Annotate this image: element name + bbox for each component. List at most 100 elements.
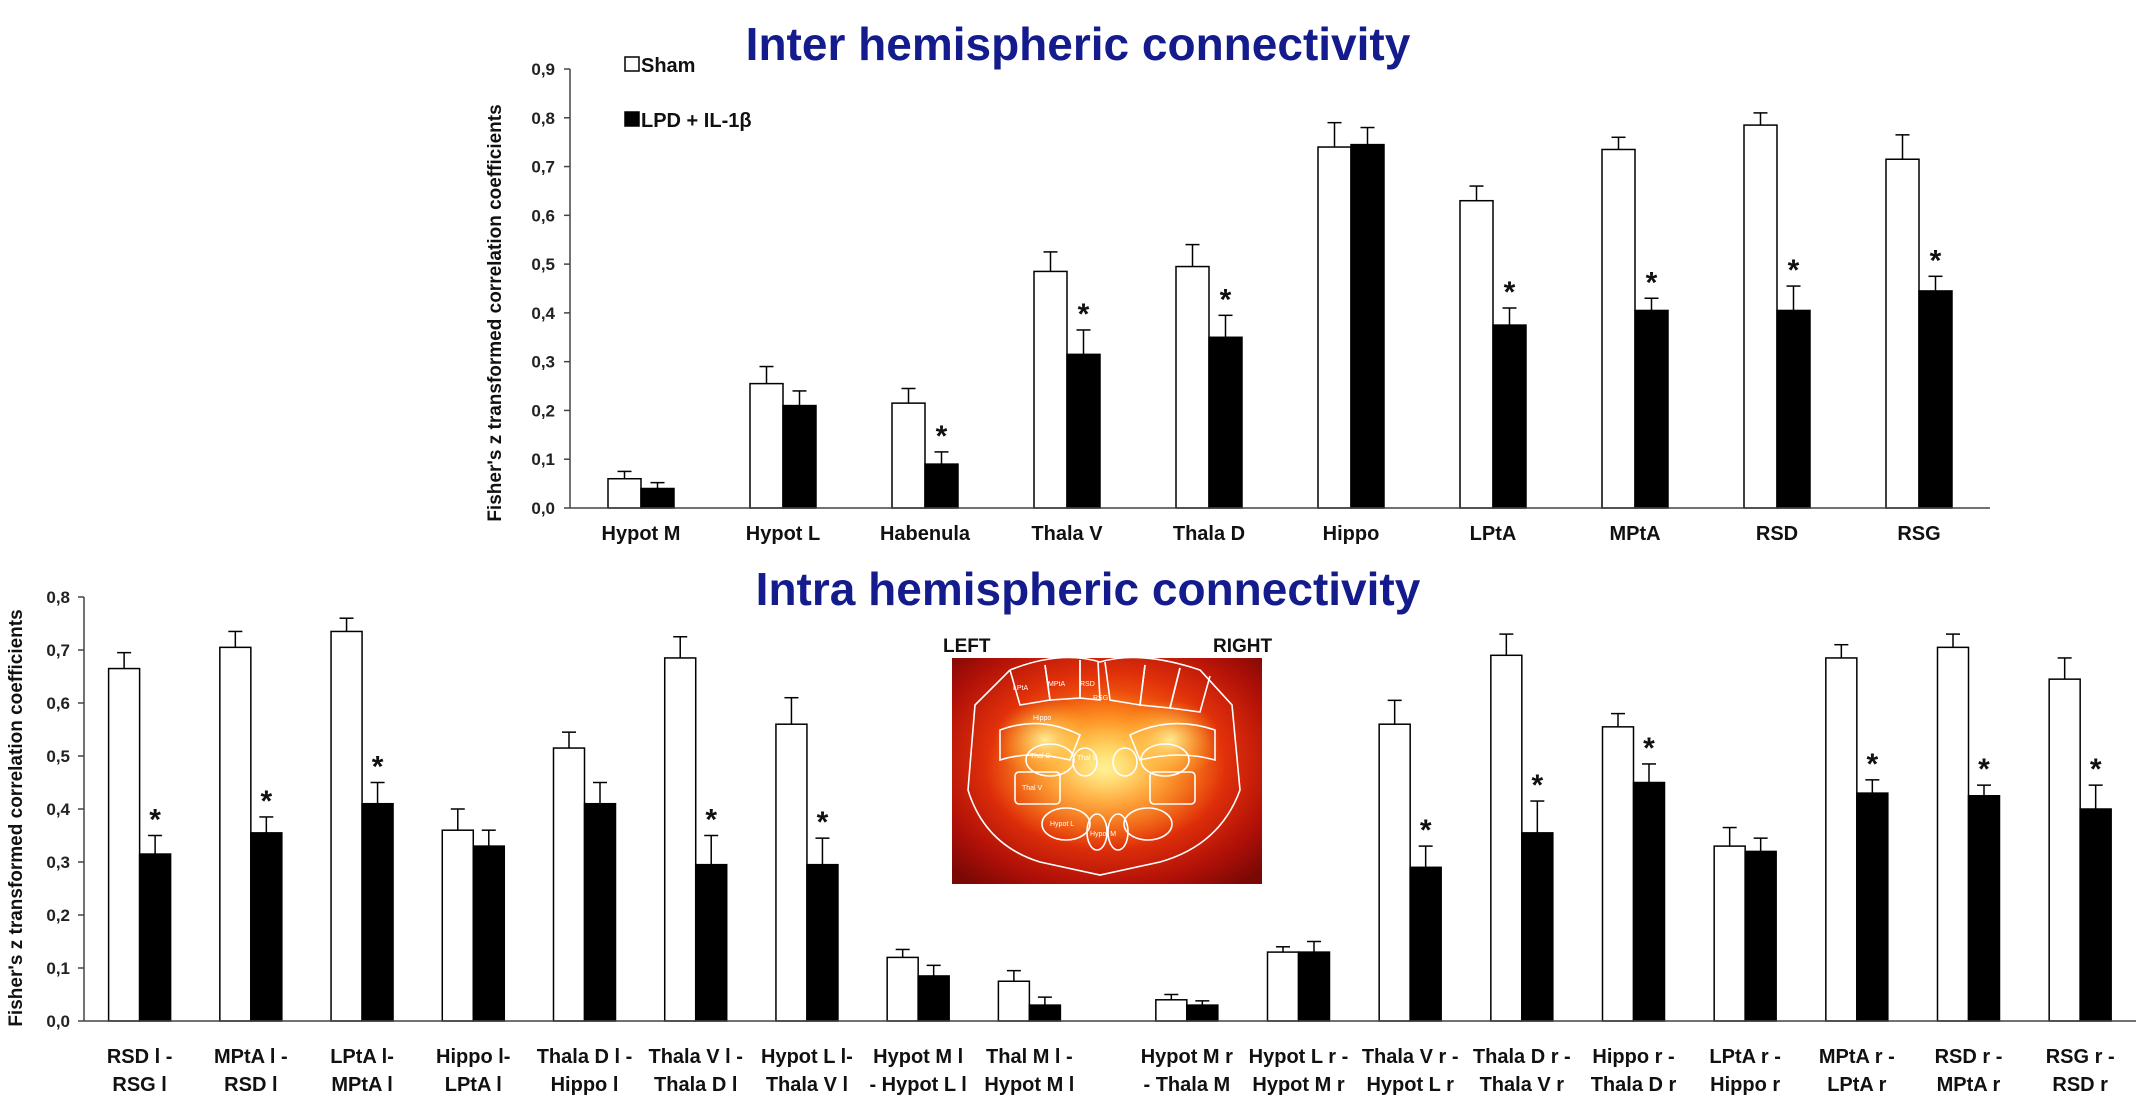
bar-sham xyxy=(886,956,919,1022)
y-tick-label: 0,6 xyxy=(46,694,70,713)
category-label: Hippo l- xyxy=(436,1046,510,1068)
bar-lpd xyxy=(924,463,959,509)
bar-sham xyxy=(749,382,784,509)
significance-star: * xyxy=(1930,244,1942,277)
category-label: Thala D r xyxy=(1591,1074,1677,1096)
category-label: RSD r - xyxy=(1935,1046,2003,1068)
bar-sham xyxy=(1266,951,1300,1022)
roi-label: Hippo xyxy=(1033,715,1051,722)
bar-lpd xyxy=(1776,309,1811,509)
category-label: Thala V xyxy=(1031,523,1103,545)
category-label: Hypot M r xyxy=(1252,1074,1344,1096)
significance-star: * xyxy=(817,806,829,839)
bar-sham xyxy=(1175,265,1210,509)
bar-sham xyxy=(1743,124,1778,509)
category-label: RSG xyxy=(1897,523,1940,545)
bar-sham xyxy=(607,477,642,509)
bar-sham xyxy=(2048,678,2081,1022)
category-label: MPtA l xyxy=(331,1074,392,1096)
bar-sham xyxy=(219,646,252,1022)
category-label: Thala D l - xyxy=(537,1046,633,1068)
bar-sham xyxy=(1459,199,1494,509)
category-label: Hypot M r xyxy=(1141,1046,1233,1068)
bar-lpd xyxy=(917,975,950,1022)
category-label: Hypot L l- xyxy=(761,1046,853,1068)
bar-lpd xyxy=(1186,1004,1219,1022)
bar-sham xyxy=(1033,270,1068,509)
bar-sham xyxy=(1885,158,1920,509)
category-label: LPtA l- xyxy=(330,1046,394,1068)
category-label: Hippo l xyxy=(551,1074,619,1096)
bar-lpd xyxy=(138,853,172,1022)
significance-star: * xyxy=(149,804,161,837)
category-label: RSD r xyxy=(2052,1074,2108,1096)
inter-hemispheric-chart: Inter hemispheric connectivity Fisher's … xyxy=(485,18,1990,545)
y-tick-label: 0,9 xyxy=(531,60,555,79)
roi-label: RSG xyxy=(1093,695,1108,702)
category-label: MPtA r - xyxy=(1819,1046,1895,1068)
bar-lpd xyxy=(2079,808,2112,1022)
significance-star: * xyxy=(372,751,384,784)
bar-lpd xyxy=(1744,850,1777,1022)
significance-star: * xyxy=(1420,814,1432,847)
bar-sham xyxy=(1317,146,1352,509)
bar-lpd xyxy=(250,832,283,1022)
category-label: Thala D xyxy=(1173,523,1245,545)
category-label: Thala V l xyxy=(766,1074,848,1096)
y-tick-label: 0,1 xyxy=(531,450,555,469)
category-label: RSD l - xyxy=(107,1046,173,1068)
bar-lpd xyxy=(640,487,675,509)
category-label: LPtA l xyxy=(445,1074,502,1096)
chart-title: Inter hemispheric connectivity xyxy=(746,18,1411,70)
bar-lpd xyxy=(1521,832,1554,1022)
roi-label: Thal D xyxy=(1030,753,1051,760)
category-label: Thala V r xyxy=(1480,1074,1565,1096)
category-label: Hippo xyxy=(1323,523,1380,545)
legend-label-sham: Sham xyxy=(641,55,695,77)
category-label: LPtA r xyxy=(1827,1074,1886,1096)
brain-atlas-image: LEFT RIGHT LPtA xyxy=(943,636,1273,884)
bar-sham xyxy=(1601,726,1635,1022)
y-tick-label: 0,2 xyxy=(46,906,70,925)
category-label: RSG r - xyxy=(2046,1046,2115,1068)
y-axis-label: Fisher's z transformed correlation coeff… xyxy=(485,104,506,521)
category-label: LPtA r - xyxy=(1709,1046,1780,1068)
category-label: MPtA l - xyxy=(214,1046,288,1068)
y-tick-label: 0,3 xyxy=(531,353,555,372)
bar-lpd xyxy=(1632,781,1666,1022)
category-label: RSD xyxy=(1756,523,1798,545)
bar-lpd xyxy=(1967,795,2001,1022)
category-label: Hypot L r - xyxy=(1249,1046,1349,1068)
bar-lpd xyxy=(1856,792,1889,1022)
category-label: - Hypot L l xyxy=(869,1074,966,1096)
brain-header-band xyxy=(1009,636,1234,656)
category-label: MPtA xyxy=(1609,523,1660,545)
legend-label-lpd: LPD + IL-1β xyxy=(641,110,752,132)
y-tick-label: 0,0 xyxy=(531,499,555,518)
y-tick-label: 0,2 xyxy=(531,401,555,420)
brain-roi-labels: LPtA MPtA RSD RSG Hippo Thal D Thal V Th… xyxy=(1013,681,1116,838)
bar-lpd xyxy=(1350,143,1385,509)
category-label: Thala D r - xyxy=(1473,1046,1571,1068)
significance-star: * xyxy=(1866,748,1878,781)
legend: Sham LPD + IL-1β xyxy=(624,55,752,132)
bar-sham xyxy=(997,980,1031,1022)
y-tick-label: 0,8 xyxy=(531,109,555,128)
bar-lpd xyxy=(782,404,817,509)
category-label: Habenula xyxy=(880,523,971,545)
category-label: Thala D l xyxy=(654,1074,737,1096)
bar-lpd xyxy=(1409,866,1442,1022)
bar-sham xyxy=(775,723,808,1022)
significance-star: * xyxy=(1788,254,1800,287)
category-label: Thal M l - xyxy=(986,1046,1073,1068)
brain-outline xyxy=(967,656,1241,876)
bar-sham xyxy=(441,829,475,1022)
heatmap-hotspot xyxy=(995,700,1095,780)
significance-star: * xyxy=(1646,266,1658,299)
y-tick-label: 0,4 xyxy=(46,800,70,819)
bar-lpd xyxy=(361,802,394,1022)
category-label: RSD l xyxy=(224,1074,277,1096)
category-label: RSG l xyxy=(112,1074,166,1096)
intra-hemispheric-chart: Intra hemispheric connectivity Fisher's … xyxy=(6,563,2136,1096)
